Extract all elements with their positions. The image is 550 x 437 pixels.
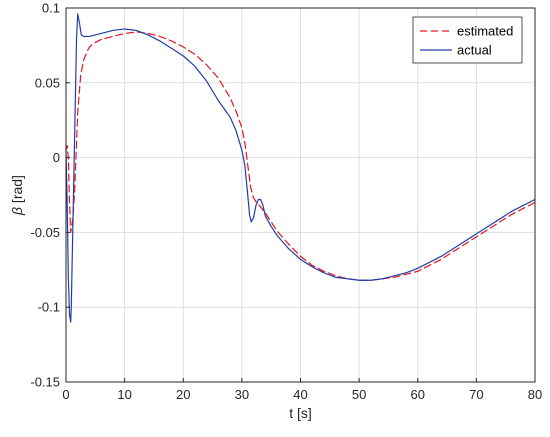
x-tick-label: 20 [176,387,190,402]
y-axis-label-symbol: β [9,207,25,216]
legend-box [412,16,523,64]
tick-labels: 0 10 20 30 40 50 60 70 80 -0.15 -0.1 -0.05 0 0.05 0.1 [30,1,542,403]
x-tick-label: 70 [469,387,483,402]
series-line-actual [65,13,536,323]
y-tick-label: 0 [53,150,60,165]
x-tick-label: 50 [352,387,366,402]
x-axis-label: t [s] [289,405,312,421]
y-tick-label: -0.1 [38,300,60,315]
legend: estimated actual [412,16,523,64]
x-tick-label: 60 [411,387,425,402]
x-tick-label: 40 [293,387,307,402]
y-axis-label: β [rad] [9,175,25,216]
x-tick-label: 10 [117,387,131,402]
x-tick-label: 30 [235,387,249,402]
y-tick-label: -0.15 [30,375,60,390]
x-tick-label: 0 [62,387,69,402]
series-layer [65,13,536,323]
y-axis-label-unit: [rad] [9,175,25,207]
ticks [65,7,536,383]
series-line-estimated [65,31,536,281]
legend-label-estimated: estimated [457,24,513,39]
legend-label-actual: actual [457,43,492,58]
y-tick-label: 0.05 [35,75,60,90]
y-tick-label: -0.05 [30,225,60,240]
x-tick-label: 80 [528,387,542,402]
y-tick-label: 0.1 [42,1,60,16]
